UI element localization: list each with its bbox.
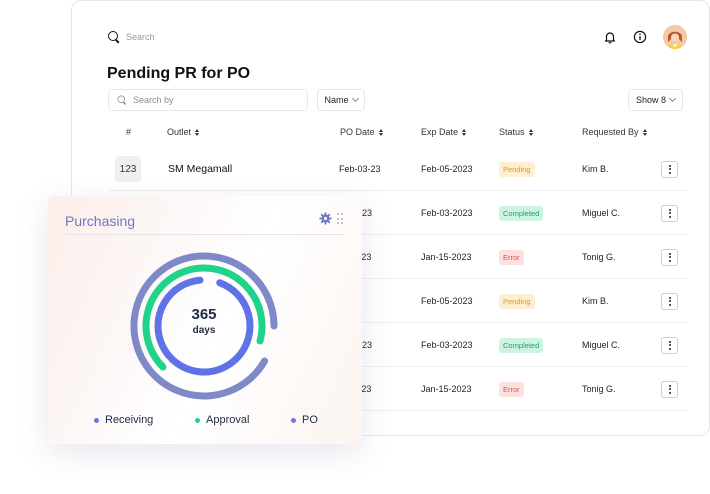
row-actions-button[interactable] [661,380,678,398]
avatar[interactable] [663,25,687,49]
progress-rings [130,252,278,400]
search-by-icon [117,95,127,105]
col-outlet[interactable]: Outlet [167,127,200,137]
middle-ring [142,264,266,371]
row-requested-by: Miguel C. [582,208,621,218]
status-badge: Error [499,381,524,397]
show-count-label: Show 8 [635,95,667,105]
col-requested-by[interactable]: Requested By [582,127,647,137]
legend-dot [291,417,296,423]
col-status[interactable]: Status [499,127,533,137]
row-actions-button[interactable] [661,204,678,222]
col-index: # [126,127,132,137]
status-badge: Pending [499,293,535,309]
row-exp-date: Jan-15-2023 [421,384,472,394]
col-po-date[interactable]: PO Date [340,127,383,137]
row-po-date: Feb-03-23 [339,164,381,174]
col-exp-date[interactable]: Exp Date [421,127,467,137]
table-header: # Outlet PO Date Exp Date Status Request… [108,127,688,143]
row-exp-date: Feb-05-2023 [421,296,473,306]
row-exp-date: Feb-05-2023 [421,164,473,174]
table-row[interactable]: 123 SM Megamall Feb-03-23 Feb-05-2023 Pe… [108,147,688,191]
table-body: 123 SM Megamall Feb-03-23 Feb-05-2023 Pe… [108,147,688,411]
sort-icon [378,128,383,136]
search-icon [108,31,120,43]
days-unit: days [192,325,216,336]
row-actions-button[interactable] [661,292,678,310]
widget-title: Purchasing [65,213,136,229]
status-badge: Pending [499,161,535,177]
legend-dot [195,417,200,423]
row-outlet: SM Megamall [168,163,233,175]
row-actions-button[interactable] [661,160,678,178]
row-actions-button[interactable] [661,336,678,354]
row-exp-date: Feb-03-2023 [421,340,473,350]
row-requested-by: Miguel C. [582,340,621,350]
top-search-placeholder: Search [126,32,155,42]
page-title: Pending PR for PO [107,65,251,82]
sort-icon [462,128,467,136]
status-badge: Completed [499,205,544,221]
sort-icon [195,128,200,136]
top-icons [603,25,687,49]
inner-ring [154,276,254,376]
row-exp-date: Jan-15-2023 [421,252,472,262]
legend-po: PO [291,414,318,426]
gear-icon[interactable] [319,212,332,225]
row-index: 123 [115,156,141,182]
info-icon[interactable] [633,30,647,44]
row-exp-date: Feb-03-2023 [421,208,473,218]
name-dropdown-label: Name [324,95,349,105]
status-badge: Error [499,249,524,265]
name-dropdown[interactable]: Name [317,89,365,111]
divider [65,234,345,235]
bell-icon[interactable] [603,30,617,44]
row-requested-by: Kim B. [582,164,609,174]
chevron-down-icon [351,94,359,103]
legend-receiving: Receiving [94,414,153,426]
search-by-input[interactable]: Search by [108,89,308,111]
status-badge: Completed [499,337,544,353]
purchasing-widget: Purchasing 365 days [48,196,362,444]
drag-handle-icon[interactable] [337,213,343,225]
show-count-dropdown[interactable]: Show 8 [628,89,683,111]
row-actions-button[interactable] [661,248,678,266]
legend-approval: Approval [195,414,249,426]
days-value: 365 [191,306,217,323]
row-requested-by: Tonig G. [582,384,616,394]
sort-icon [528,128,533,136]
avatar-image [663,25,687,49]
row-requested-by: Kim B. [582,296,609,306]
row-requested-by: Tonig G. [582,252,616,262]
sort-icon [642,128,647,136]
legend-dot [94,417,99,423]
top-search[interactable]: Search [108,31,155,43]
search-by-placeholder: Search by [133,95,174,105]
outer-ring [130,252,278,400]
chevron-down-icon [668,94,677,103]
